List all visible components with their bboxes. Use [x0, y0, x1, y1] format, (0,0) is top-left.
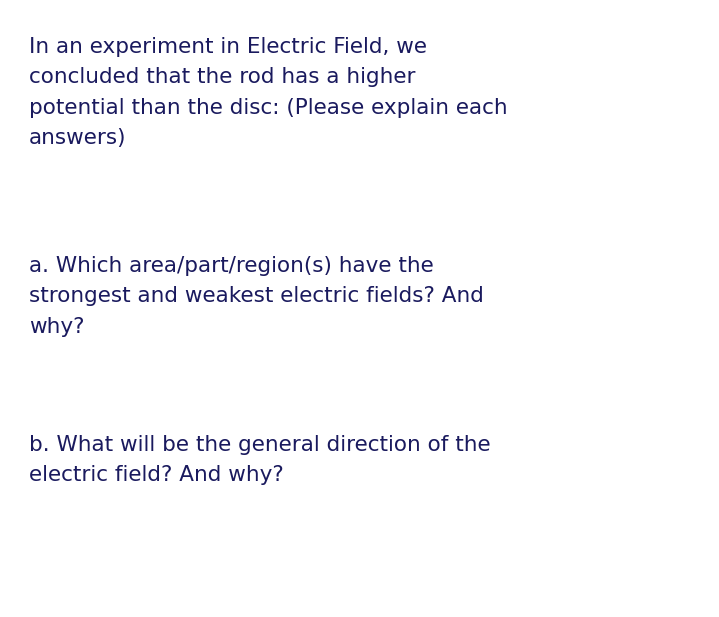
Text: In an experiment in Electric Field, we
concluded that the rod has a higher
poten: In an experiment in Electric Field, we c…: [29, 37, 508, 148]
Text: a. Which area/part/region(s) have the
strongest and weakest electric fields? And: a. Which area/part/region(s) have the st…: [29, 256, 484, 337]
Text: b. What will be the general direction of the
electric field? And why?: b. What will be the general direction of…: [29, 435, 490, 486]
